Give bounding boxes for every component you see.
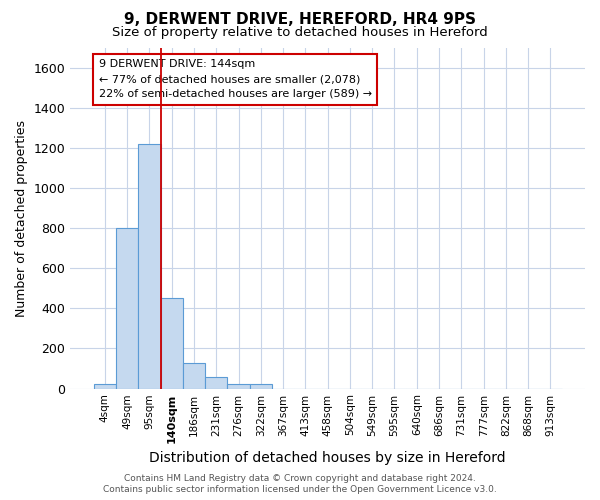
Bar [94,384,116,388]
Bar [205,376,227,388]
Text: 9 DERWENT DRIVE: 144sqm
← 77% of detached houses are smaller (2,078)
22% of semi: 9 DERWENT DRIVE: 144sqm ← 77% of detache… [98,60,372,99]
Bar [161,298,183,388]
Bar [183,364,205,388]
Bar [227,384,250,388]
X-axis label: Distribution of detached houses by size in Hereford: Distribution of detached houses by size … [149,451,506,465]
Text: Contains HM Land Registry data © Crown copyright and database right 2024.
Contai: Contains HM Land Registry data © Crown c… [103,474,497,494]
Y-axis label: Number of detached properties: Number of detached properties [15,120,28,316]
Bar [250,384,272,388]
Text: 9, DERWENT DRIVE, HEREFORD, HR4 9PS: 9, DERWENT DRIVE, HEREFORD, HR4 9PS [124,12,476,28]
Bar [138,144,161,388]
Bar [116,228,138,388]
Text: Size of property relative to detached houses in Hereford: Size of property relative to detached ho… [112,26,488,39]
